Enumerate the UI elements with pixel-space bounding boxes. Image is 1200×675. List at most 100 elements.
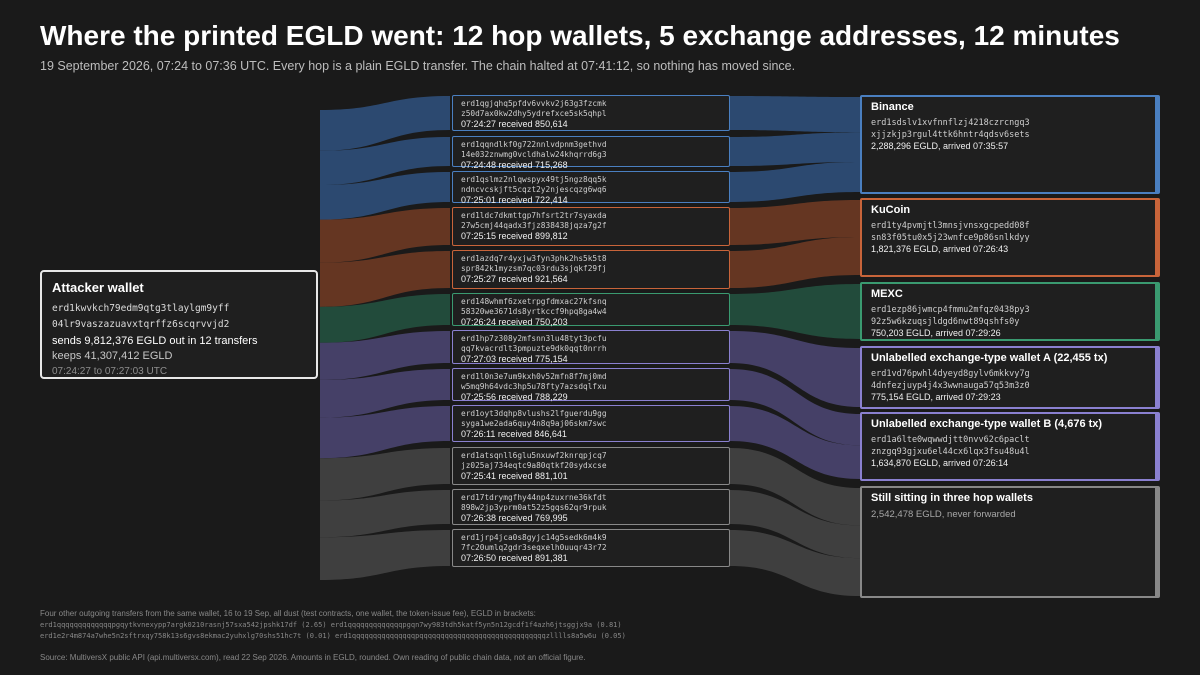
page-subtitle: 19 September 2026, 07:24 to 07:36 UTC. E… (40, 59, 796, 73)
flow-hop-to-destination (730, 369, 860, 446)
flow-hop-to-destination (730, 237, 860, 288)
destination-title: Binance (871, 101, 914, 113)
source-note: Source: MultiversX public API (api.multi… (40, 653, 586, 662)
hop-received: 07:26:38 received 769,995 (461, 513, 568, 523)
attacker-wallet-title: Attacker wallet (52, 280, 144, 295)
flow-hop-to-destination (730, 530, 860, 596)
hop-wallet-node[interactable]: erd1l0n3e7um9kxh0v52mfn8f7mj0md w5mq9h64v… (452, 368, 730, 402)
destination-title: Unlabelled exchange-type wallet B (4,676… (871, 418, 1103, 430)
hop-address-line-2: w5mq9h64vdc3hp5u78fty7azsdqlfxu (461, 381, 607, 391)
hop-address-line-2: 14e032znwmg0vcldhalw24khqrrd6g3 (461, 149, 607, 159)
hop-wallet-node[interactable]: erd1ldc7dkmttgp7hfsrt2tr7syaxda 27w5cmj44… (452, 207, 730, 246)
hop-address-line-1: erd17tdrymgfhy44np4zuxrne36kfdt (461, 493, 607, 502)
hop-wallet-node[interactable]: erd1qqndlkf0g722nnlvdpnm3gethvd 14e032znw… (452, 136, 730, 170)
attacker-sends: sends 9,812,376 EGLD out in 12 transfers (52, 335, 258, 347)
hop-wallet-node[interactable]: erd1atsqnll6glu5nxuwf2knrqpjcq7 jz025aj73… (452, 447, 730, 485)
destination-address-line-2: 4dnfezjuyp4j4x3wwnauga57q53m3z0 (871, 380, 1030, 391)
destination-address-line-1: erd1ty4pvmjtl3mnsjvnsxgcpedd08f (871, 221, 1030, 231)
dust-line-2: erd1e2r4m874a7whe5n2sftrxqy758k13s6gvs8e… (40, 632, 626, 640)
flow-source-to-hop (320, 331, 450, 380)
hop-address-line-1: erd1oyt3dqhp8vlushs2lfguerdu9gg (461, 409, 607, 418)
destination-node[interactable]: Unlabelled exchange-type wallet A (22,45… (860, 346, 1160, 409)
hop-address-line-1: erd1atsqnll6glu5nxuwf2knrqpjcq7 (461, 451, 607, 460)
destination-address-line-2: 92z5w6kzuqsjldgd6nwt89qshfs0y (871, 316, 1020, 327)
flow-source-to-hop (320, 294, 450, 343)
hop-received: 07:26:11 received 846,641 (461, 429, 567, 439)
destination-amount: 2,288,296 EGLD, arrived 07:35:57 (871, 141, 1009, 151)
destination-title: KuCoin (871, 204, 911, 216)
attacker-time-range: 07:24:27 to 07:27:03 UTC (52, 366, 168, 377)
hop-address-line-1: erd1l0n3e7um9kxh0v52mfn8f7mj0md (461, 372, 607, 381)
hop-wallet-node[interactable]: erd1hp7z308y2mfsnn3lu48tyt3pcfu qq7kvacrd… (452, 330, 730, 364)
hop-wallet-node[interactable]: erd1qslmz2nlqwspyx49tj5ngz8qq5k ndncvcskj… (452, 171, 730, 205)
hop-wallet-node[interactable]: erd1qgjqhq5pfdv6vvkv2j63g3fzcmk z50d7ax0k… (452, 95, 730, 131)
hop-address-line-1: erd1qgjqhq5pfdv6vvkv2j63g3fzcmk (461, 99, 607, 108)
attacker-address-line-2: 04lr9vaszazuavxtqrffz6scqrvvjd2 (52, 319, 230, 330)
hop-received: 07:26:50 received 891,381 (461, 553, 568, 563)
hop-address-line-1: erd1azdq7r4yxjw3fyn3phk2hs5k5t8 (461, 254, 607, 263)
hop-address-line-1: erd1jrp4jca0s8gyjc14g5sedk6m4k9 (461, 533, 607, 542)
flow-hop-to-destination (730, 200, 860, 245)
hop-wallet-node[interactable]: erd17tdrymgfhy44np4zuxrne36kfdt 898w2jp3y… (452, 489, 730, 525)
destination-amount: 1,821,376 EGLD, arrived 07:26:43 (871, 244, 1009, 254)
hop-received: 07:24:27 received 850,614 (461, 119, 568, 129)
destination-amount: 775,154 EGLD, arrived 07:29:23 (871, 392, 1001, 402)
hop-received: 07:26:24 received 750,203 (461, 317, 568, 327)
destination-node[interactable]: Still sitting in three hop wallets 2,542,… (860, 486, 1160, 598)
destination-address-line-1: erd1ezp86jwmcp4fmmu2mfqz0438py3 (871, 305, 1030, 315)
flow-hop-to-destination (730, 448, 860, 526)
dust-line-1: erd1qqqqqqqqqqqqqpgqytkvnexypp7argk0210r… (40, 621, 622, 629)
attacker-address-line-1: erd1kwvkch79edm9qtg3tlaylgm9yff (52, 303, 230, 314)
destination-title: Still sitting in three hop wallets (871, 492, 1033, 504)
flow-hop-to-destination (730, 132, 860, 166)
hop-wallet-node[interactable]: erd1azdq7r4yxjw3fyn3phk2hs5k5t8 spr842k1m… (452, 250, 730, 289)
hop-wallet-node[interactable]: erd148whmf6zxetrpgfdmxac27kfsnq 58320we36… (452, 293, 730, 327)
hop-address-line-1: erd1qslmz2nlqwspyx49tj5ngz8qq5k (461, 175, 607, 184)
flow-hop-to-destination (730, 96, 860, 133)
destination-amount: 750,203 EGLD, arrived 07:29:26 (871, 328, 1001, 338)
hop-address-line-1: erd1qqndlkf0g722nnlvdpnm3gethvd (461, 140, 607, 149)
hop-address-line-2: jz025aj734eqtc9a80qtkf20sydxcse (461, 460, 607, 470)
destination-node[interactable]: KuCoin erd1ty4pvmjtl3mnsjvnsxgcpedd08f sn8… (860, 198, 1160, 277)
destination-node[interactable]: Unlabelled exchange-type wallet B (4,676… (860, 412, 1160, 481)
flow-source-to-hop (320, 490, 450, 538)
destination-amount: 1,634,870 EGLD, arrived 07:26:14 (871, 458, 1009, 468)
destination-node[interactable]: MEXC erd1ezp86jwmcp4fmmu2mfqz0438py3 92z5w… (860, 282, 1160, 341)
destination-title: Unlabelled exchange-type wallet A (22,45… (871, 352, 1108, 364)
flow-hop-to-destination (730, 490, 860, 559)
hop-received: 07:27:03 received 775,154 (461, 354, 568, 364)
flow-source-to-hop (320, 530, 450, 580)
flow-source-to-hop (320, 96, 450, 151)
hop-received: 07:24:48 received 715,268 (461, 160, 568, 170)
hop-address-line-2: 58320we3671ds8yrtkccf9hpq8ga4w4 (461, 306, 607, 316)
hop-received: 07:25:27 received 921,564 (461, 274, 568, 284)
hop-address-line-1: erd1ldc7dkmttgp7hfsrt2tr7syaxda (461, 211, 607, 220)
hop-received: 07:25:56 received 788,229 (461, 392, 568, 402)
hop-address-line-2: ndncvcskjft5cqzt2y2njescqzg6wq6 (461, 184, 607, 194)
flow-hop-to-destination (730, 162, 860, 202)
page-title: Where the printed EGLD went: 12 hop wall… (40, 20, 1120, 51)
hop-wallet-node[interactable]: erd1oyt3dqhp8vlushs2lfguerdu9gg syga1we2a… (452, 405, 730, 442)
hop-address-line-1: erd1hp7z308y2mfsnn3lu48tyt3pcfu (461, 334, 607, 343)
hop-address-line-2: 7fc20umlq2gdr3seqxelh0uuqr43r72 (461, 542, 607, 552)
flow-source-to-hop (320, 406, 450, 459)
hop-address-line-1: erd148whmf6zxetrpgfdmxac27kfsnq (461, 297, 607, 306)
destination-address-line-1: erd1a6lte0wqwwdjtt0nvv62c6paclt (871, 435, 1030, 445)
flow-source-to-hop (320, 208, 450, 263)
destination-address-line-2: znzgq93gjxu6el44cx6lqx3fsu48u4l (871, 446, 1030, 457)
attacker-wallet-node[interactable]: Attacker wallet erd1kwvkch79edm9qtg3tlay… (40, 270, 318, 379)
flow-hop-to-destination (730, 331, 860, 407)
hop-address-line-2: qq7kvacrdlt3pmpuzte9dk0qqt0nrrh (461, 343, 607, 353)
destination-node[interactable]: Binance erd1sdslv1xvfnnflzj4218czrcngq3 xj… (860, 95, 1160, 194)
hop-wallet-node[interactable]: erd1jrp4jca0s8gyjc14g5sedk6m4k9 7fc20umlq… (452, 529, 730, 567)
destination-subtitle: 2,542,478 EGLD, never forwarded (871, 509, 1016, 520)
hop-address-line-2: 27w5cmj44qadx3fjz838438jqza7g2f (461, 220, 607, 230)
destination-address-line-1: erd1sdslv1xvfnnflzj4218czrcngq3 (871, 118, 1030, 128)
destination-address-line-2: sn83f05tu0x5j23wnfce9p86snlkdyy (871, 232, 1030, 243)
destination-address-line-1: erd1vd76pwhl4dyeyd8gylv6mkkvy7g (871, 369, 1030, 379)
hop-received: 07:25:15 received 899,812 (461, 231, 568, 241)
hop-address-line-2: z50d7ax0kw2dhy5ydrefxce5sk5qhpl (461, 108, 607, 118)
flow-source-to-hop (320, 369, 450, 418)
hop-address-line-2: syga1we2ada6quy4n8q9aj06skm7swc (461, 418, 607, 428)
